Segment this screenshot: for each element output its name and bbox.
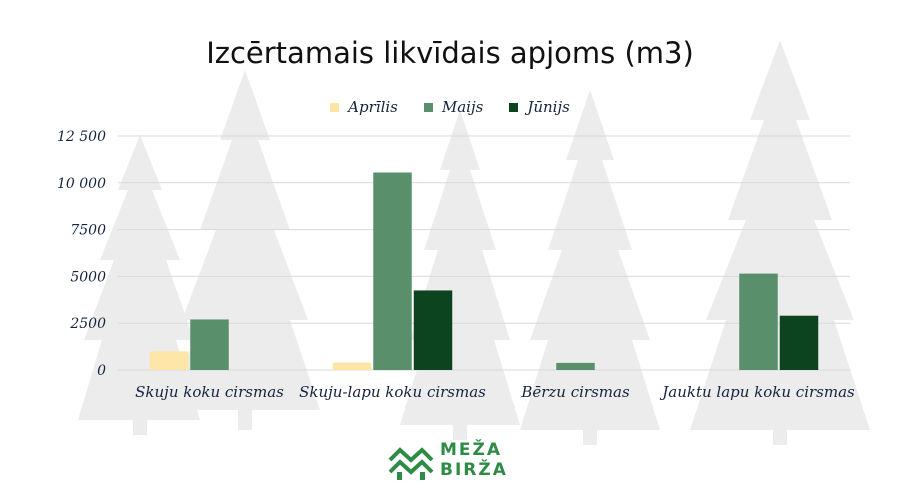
x-category-label: Jauktu lapu koku cirsmas — [659, 383, 855, 401]
legend-item-series-1: Aprīlis — [330, 98, 398, 116]
x-category-label: Skuju-lapu koku cirsmas — [299, 383, 486, 401]
bar-1-2 — [332, 362, 372, 370]
bar-2-2 — [373, 172, 412, 370]
x-category-label: Bērzu cirsmas — [520, 383, 630, 401]
bar-3-2 — [413, 290, 453, 370]
legend-item-series-2: Maijs — [423, 98, 484, 116]
legend-item-series-3: Jūnijs — [509, 98, 570, 116]
x-category-label: Skuju koku cirsmas — [135, 383, 284, 401]
y-tick-label: 12 500 — [57, 129, 106, 145]
legend-swatch-series-1 — [330, 102, 340, 112]
bar-3-4 — [779, 315, 819, 370]
y-tick-label: 5000 — [70, 269, 106, 285]
y-axis-ticks: 0 2500 5000 7500 10 000 12 500 — [57, 129, 106, 379]
legend-label-series-2: Maijs — [441, 98, 484, 116]
bar-2-1 — [190, 319, 229, 370]
logo-text: MEŽA BIRŽA — [440, 440, 508, 480]
y-tick-label: 7500 — [70, 223, 106, 239]
legend-label-series-3: Jūnijs — [527, 98, 570, 116]
brand-logo: MEŽA BIRŽA — [388, 440, 528, 484]
legend-swatch-series-2 — [423, 102, 433, 112]
chart-legend: Aprīlis Maijs Jūnijs — [0, 98, 900, 116]
logo-line-2: BIRŽA — [440, 460, 508, 480]
x-axis-labels: Skuju koku cirsmas Skuju-lapu koku cirsma… — [135, 383, 855, 401]
chart-title: Izcērtamais likvīdais apjoms (m3) — [206, 36, 694, 70]
bar-2-4 — [739, 273, 778, 370]
y-tick-label: 10 000 — [57, 176, 106, 192]
chart-bars — [149, 172, 819, 370]
bar-1-1 — [149, 351, 189, 370]
mountain-logo-icon — [388, 447, 434, 480]
legend-label-series-1: Aprīlis — [348, 98, 398, 116]
y-tick-label: 0 — [97, 363, 106, 379]
y-tick-label: 2500 — [69, 316, 106, 332]
logo-line-1: MEŽA — [440, 440, 503, 460]
legend-swatch-series-3 — [509, 102, 519, 112]
chart-gridlines — [118, 135, 850, 371]
bar-2-3 — [556, 362, 595, 370]
